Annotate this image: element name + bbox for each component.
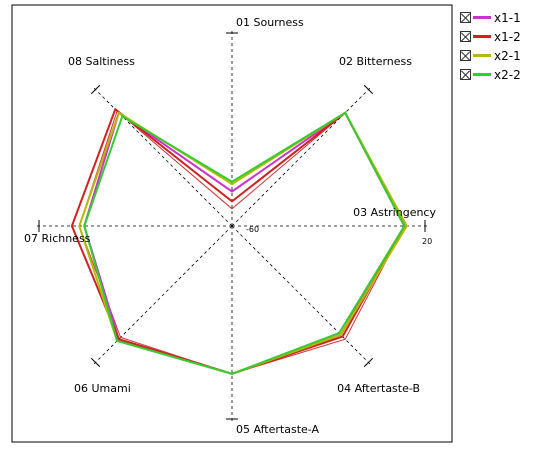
- legend-item[interactable]: x2-2: [460, 65, 540, 84]
- axis-label: 01 Sourness: [236, 16, 304, 29]
- legend-swatch: [473, 54, 491, 57]
- legend-item[interactable]: x1-1: [460, 8, 540, 27]
- legend-item[interactable]: x1-2: [460, 27, 540, 46]
- axis-label: 02 Bitterness: [339, 55, 412, 68]
- legend-label: x2-1: [494, 48, 521, 63]
- axis-label: 05 Aftertaste-A: [236, 423, 320, 436]
- legend: x1-1 x1-2 x2-1 x2-2: [460, 8, 540, 84]
- legend-label: x1-1: [494, 10, 521, 25]
- axis-spoke: [231, 86, 372, 227]
- tick-label-outer: 20: [422, 237, 432, 246]
- axis-tick: [90, 357, 101, 368]
- legend-checkbox-icon[interactable]: [460, 31, 471, 42]
- legend-swatch: [473, 73, 491, 76]
- axis-label: 06 Umami: [74, 382, 131, 395]
- legend-checkbox-icon[interactable]: [460, 50, 471, 61]
- axis-label: 04 Aftertaste-B: [337, 382, 420, 395]
- legend-swatch: [473, 16, 491, 19]
- legend-checkbox-icon[interactable]: [460, 12, 471, 23]
- axis-label: 03 Astringency: [353, 206, 436, 219]
- legend-checkbox-icon[interactable]: [460, 69, 471, 80]
- legend-label: x2-2: [494, 67, 521, 82]
- tick-label-center: -60: [246, 225, 259, 234]
- axis-label: 07 Richness: [24, 232, 91, 245]
- legend-swatch: [473, 35, 491, 38]
- axis-tick: [363, 357, 374, 368]
- axis-label: 08 Saltiness: [68, 55, 135, 68]
- axis-tick: [90, 84, 101, 95]
- legend-item[interactable]: x2-1: [460, 46, 540, 65]
- axis-spoke: [92, 225, 233, 366]
- axis-spoke: [231, 225, 372, 366]
- series-line-x2-2: [83, 111, 406, 375]
- axis-tick: [363, 84, 374, 95]
- legend-label: x1-2: [494, 29, 521, 44]
